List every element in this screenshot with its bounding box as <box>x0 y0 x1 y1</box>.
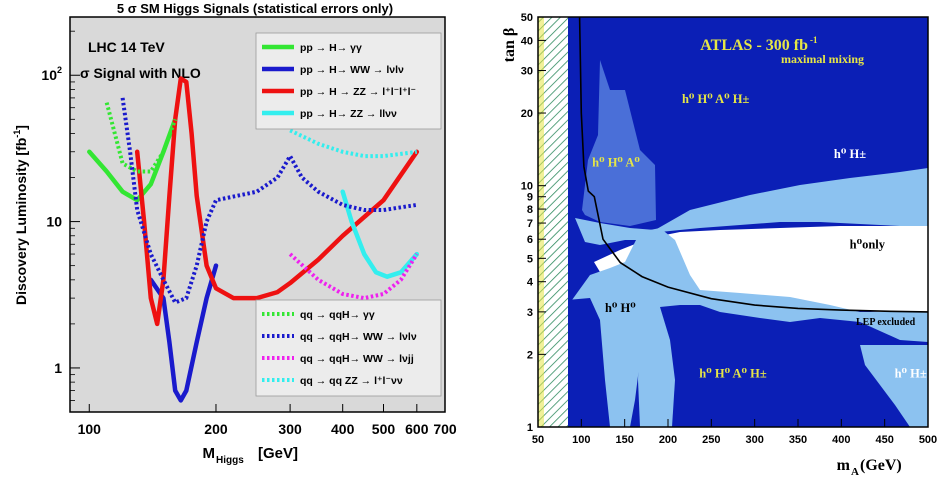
right-y-tick-label: 3 <box>527 307 533 319</box>
left-legend-top: pp → H→ γγ pp → H→ WW → lνlν pp → H → ZZ →… <box>255 32 442 130</box>
svg-text:Discovery Luminosity [fb-1]: Discovery Luminosity [fb-1] <box>12 125 29 305</box>
region-label: h⁰only <box>850 237 886 251</box>
region-light-bottom-right <box>860 345 928 427</box>
left-x-tick-label: 100 <box>78 421 102 437</box>
right-x-tick-label: 150 <box>615 434 633 446</box>
left-series-line <box>104 102 178 174</box>
left-x-tick-label: 400 <box>331 421 355 437</box>
right-y-tick-label: 9 <box>527 192 533 204</box>
legend-label: pp → H→ WW → lνlν <box>300 64 404 76</box>
region-light-lower <box>572 228 928 427</box>
left-chart: 5 σ SM Higgs Signals (statistical errors… <box>12 1 457 466</box>
left-xlabel-sub: Higgs <box>216 455 244 466</box>
right-y-tick-label: 7 <box>527 218 533 230</box>
right-y-tick-label: 1 <box>527 422 533 434</box>
right-x-tick-label: 350 <box>789 434 807 446</box>
right-x-tick-label: 250 <box>702 434 720 446</box>
left-axes: 100 200 300 400 500 600 700 1 10 102 <box>41 30 457 437</box>
right-y-tick-label: 2 <box>527 349 533 361</box>
region-label: h⁰ H⁰ A⁰ H± <box>682 92 750 106</box>
legend-label: pp → H→ ZZ → llνν <box>300 108 397 120</box>
left-xlabel-unit: [GeV] <box>258 445 298 462</box>
left-x-tick-label: 300 <box>278 421 302 437</box>
left-y-tick-label: 102 <box>41 65 62 83</box>
left-info-line1: LHC 14 TeV <box>88 39 165 55</box>
left-y-tick-label: 10 <box>46 214 62 230</box>
right-xlabel-unit: (GeV) <box>860 457 902 474</box>
legend-label: qq → qqH→ γγ <box>300 309 375 321</box>
region-label: h⁰ H± <box>834 147 866 161</box>
right-y-tick-label: 4 <box>527 277 534 289</box>
right-x-tick-label: 100 <box>572 434 590 446</box>
right-y-tick-label: 20 <box>521 108 533 120</box>
left-x-tick-label: 700 <box>433 421 457 437</box>
left-x-tick-label: 500 <box>372 421 396 437</box>
region-label: h⁰ H± <box>895 367 927 381</box>
right-y-tick-label: 8 <box>527 204 533 216</box>
right-regions <box>538 17 928 427</box>
region-yellow-strip <box>538 17 544 427</box>
left-series-line <box>289 128 418 159</box>
region-medium-upper-left <box>582 60 656 226</box>
left-series-line <box>288 252 419 301</box>
right-y-axis-label: tan β <box>501 28 518 63</box>
right-x-axis-label: m A (GeV) <box>837 457 902 478</box>
left-legend-bottom: qq → qqH→ γγ qq → qqH→ WW → lνlν qq → qqH→… <box>255 299 442 397</box>
right-title-main: ATLAS - 300 fb <box>700 37 808 54</box>
left-y-tick-label: 1 <box>54 360 62 376</box>
right-chart: LEP excluded h⁰ H⁰ A⁰ H± h⁰ H⁰ A⁰ h⁰ H± h⁰o… <box>501 12 937 478</box>
right-xlabel-main: m <box>837 457 851 474</box>
left-y-axis-label: Discovery Luminosity [fb-1] <box>12 125 29 305</box>
region-label: h⁰ H⁰ A⁰ <box>592 156 640 170</box>
left-series-line <box>340 189 420 279</box>
right-y-tick-label: 30 <box>521 66 533 78</box>
left-x-tick-label: 600 <box>405 421 429 437</box>
left-x-tick-label: 200 <box>204 421 228 437</box>
right-y-tick-label: 5 <box>527 253 533 265</box>
left-series-line <box>148 263 219 403</box>
left-series-group <box>87 76 420 403</box>
right-x-tick-label: 400 <box>832 434 850 446</box>
right-y-tick-label: 6 <box>527 234 533 246</box>
left-ylabel-sup: -1 <box>12 130 22 138</box>
region-dark-lower-left <box>567 298 610 427</box>
region-label: h⁰ H⁰ A⁰ H± <box>699 367 767 381</box>
left-x-axis-label: M Higgs [GeV] <box>203 445 299 466</box>
legend-bottom-box <box>255 299 442 397</box>
left-info-box: LHC 14 TeV σ Signal with NLO <box>80 39 201 81</box>
legend-label: qq → qqH→ WW → lνlν <box>300 331 417 343</box>
left-info-line2: σ Signal with NLO <box>80 65 201 81</box>
left-xlabel-main: M <box>203 445 216 462</box>
left-series-line <box>134 76 420 327</box>
region-light-bottom-strip <box>638 300 675 427</box>
legend-label: pp → H → ZZ → l⁺l⁻l⁺l⁻ <box>300 86 416 98</box>
right-x-tick-label: 450 <box>875 434 893 446</box>
right-x-tick-label: 500 <box>919 434 937 446</box>
region-light-upper <box>655 168 928 232</box>
right-ylabel: tan β <box>501 28 518 63</box>
left-ylabel-end: ] <box>13 125 29 130</box>
right-x-tick-label: 200 <box>659 434 677 446</box>
right-x-tick-label: 50 <box>532 434 544 446</box>
right-axes: 50 100 150 200 250 300 350 400 450 500 1 2 3 4 5 6 7 8910… <box>521 12 937 446</box>
lep-exclusion-curve <box>578 16 929 313</box>
legend-label: qq → qqH→ WW → lνjj <box>300 353 414 365</box>
left-chart-title: 5 σ SM Higgs Signals (statistical errors… <box>117 1 393 16</box>
right-title-sup: -1 <box>810 35 818 45</box>
region-label: h⁰ H⁰ <box>605 301 636 315</box>
right-y-tick-label: 10 <box>521 181 533 193</box>
right-y-tick-label: 40 <box>521 35 533 47</box>
legend-label: pp → H→ γγ <box>300 42 362 54</box>
region-labels: h⁰ H⁰ A⁰ H± h⁰ H⁰ A⁰ h⁰ H± h⁰only h⁰ H⁰ h⁰ H⁰… <box>592 92 927 381</box>
right-plot-frame <box>537 16 929 428</box>
right-title: ATLAS - 300 fb -1 maximal mixing <box>700 35 864 66</box>
right-subtitle: maximal mixing <box>781 52 864 66</box>
right-y-tick-label: 50 <box>521 12 533 24</box>
legend-label: qq → qq ZZ → l⁺l⁻νν <box>300 375 403 387</box>
right-x-tick-label: 300 <box>745 434 763 446</box>
left-ylabel-main: Discovery Luminosity [fb <box>13 138 29 305</box>
right-xlabel-sub: A <box>851 466 859 478</box>
lep-label: LEP excluded <box>856 317 916 328</box>
